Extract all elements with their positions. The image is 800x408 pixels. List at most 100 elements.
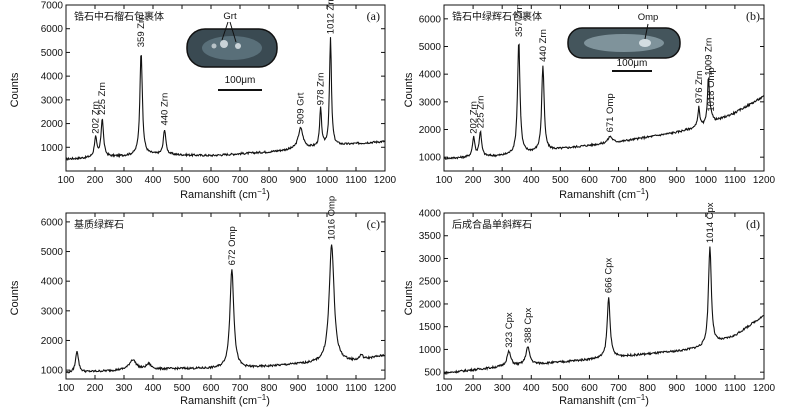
x-tick-label: 900 [290,175,307,186]
peak-label: 672 Omp [227,226,238,265]
peak-label: 978 Zrn [316,73,327,106]
panel-c: Counts Ramanshift (cm−1) 基质绿辉石 (c) 100 20… [9,196,397,407]
garnet-inclusion-2 [235,43,241,49]
x-tick-label: 1200 [374,383,397,394]
panel-b-xlabel: Ramanshift (cm−1) [559,187,649,201]
y-tick-label: 5000 [41,247,64,258]
spectrum-line-c [65,244,386,374]
x-tick-label: 1000 [316,383,339,394]
x-tick-label: 700 [232,175,249,186]
x-tick-label: 200 [465,175,482,186]
y-tick-label: 5000 [41,48,64,59]
panel-b: Counts Ramanshift (cm−1) 锆石中绿辉石包裹体 (b) O… [403,4,776,201]
panel-b-title: 锆石中绿辉石包裹体 [452,10,542,23]
inset-a-label: Grt [223,11,237,22]
panel-b-letter: (b) [746,9,760,23]
panel-a: Counts Ramanshift (cm−1) 锆石中石榴石包裹体 (a) G… [9,0,397,201]
x-tick-label: 800 [639,175,656,186]
x-tick-label: 400 [145,175,162,186]
panel-c-letter: (c) [367,217,380,231]
garnet-inclusion-3 [211,43,217,49]
panel-d-frame [443,212,765,380]
x-tick-label: 1100 [724,175,746,186]
y-tick-label: 2500 [419,277,442,288]
x-tick-label: 600 [203,175,220,186]
y-tick-label: 3000 [419,97,442,108]
peak-label: 359 Zrn [136,14,147,47]
garnet-inclusion-1 [220,40,228,48]
y-tick-label: 6000 [41,24,64,35]
y-tick-label: 3000 [419,254,442,265]
inset-b-arrow [644,23,649,40]
y-tick-label: 500 [424,368,441,379]
y-tick-label: 7000 [41,1,64,12]
x-tick-label: 1200 [753,175,776,186]
x-tick-label: 100 [58,383,75,394]
x-tick-label: 600 [581,383,598,394]
y-tick-label: 1000 [41,143,64,154]
peak-label: 202 Zrn [91,101,102,134]
peak-label: 202 Zrn [469,101,480,134]
y-tick-label: 2000 [41,119,64,130]
x-tick-label: 700 [232,383,249,394]
panel-a-letter: (a) [367,9,380,23]
panel-a-title: 锆石中石榴石包裹体 [74,10,164,23]
peak-label: 323 Cpx [504,312,515,348]
x-tick-label: 100 [436,175,453,186]
peak-label: 388 Cpx [523,308,534,344]
x-tick-label: 1100 [345,175,367,186]
x-tick-label: 400 [523,175,540,186]
x-tick-label: 800 [261,175,278,186]
peak-label: 1012 Zrn [325,0,336,34]
x-tick-label: 700 [610,383,627,394]
zircon-core-a [202,36,262,60]
panel-a-inset: Grt 100μm [186,11,278,91]
y-tick-label: 3000 [41,95,64,106]
panel-a-xlabel: Ramanshift (cm−1) [180,187,270,201]
x-tick-label: 900 [668,383,685,394]
peak-label: 1014 Cpx [705,202,716,243]
panel-c-ylabel: Counts [9,280,21,315]
panel-a-frame [65,4,386,172]
x-tick-label: 1200 [753,383,776,394]
y-tick-label: 1000 [419,345,442,356]
zircon-core-b [584,34,664,52]
x-tick-label: 300 [116,175,133,186]
x-tick-label: 300 [494,383,511,394]
x-tick-label: 400 [145,383,162,394]
y-tick-label: 2000 [419,299,442,310]
panel-a-ylabel: Counts [9,72,21,107]
x-tick-label: 500 [552,175,569,186]
panel-d-letter: (d) [746,217,760,231]
x-tick-label: 100 [436,383,453,394]
y-tick-label: 6000 [41,217,64,228]
peak-label: 440 Zrn [160,93,171,126]
x-tick-label: 200 [87,175,104,186]
x-tick-label: 500 [174,175,191,186]
spectrum-line-d [443,246,765,376]
x-tick-label: 1200 [374,175,397,186]
x-tick-label: 600 [203,383,220,394]
panel-d-title: 后成合晶单斜辉石 [452,218,532,231]
panel-c-xlabel: Ramanshift (cm−1) [180,393,270,407]
x-tick-label: 500 [552,383,569,394]
x-tick-label: 1100 [345,383,367,394]
y-tick-label: 4000 [41,277,64,288]
peak-label: 1016 Omp [327,196,338,240]
inset-a-arrow-1 [221,21,229,41]
x-tick-label: 1100 [724,383,746,394]
peak-label: 666 Cpx [604,258,615,294]
panel-b-frame [443,4,765,172]
x-tick-label: 800 [261,383,278,394]
panel-c-frame [65,212,386,380]
y-tick-label: 3500 [419,231,442,242]
peak-label: 1009 Zrn [703,38,714,76]
y-tick-label: 5000 [419,42,442,53]
x-tick-label: 600 [581,175,598,186]
spectrum-line-b [443,43,765,161]
panel-b-ylabel: Counts [403,72,415,107]
x-tick-label: 400 [523,383,540,394]
y-tick-label: 1000 [41,366,64,377]
peak-label: 909 Grt [296,92,307,124]
